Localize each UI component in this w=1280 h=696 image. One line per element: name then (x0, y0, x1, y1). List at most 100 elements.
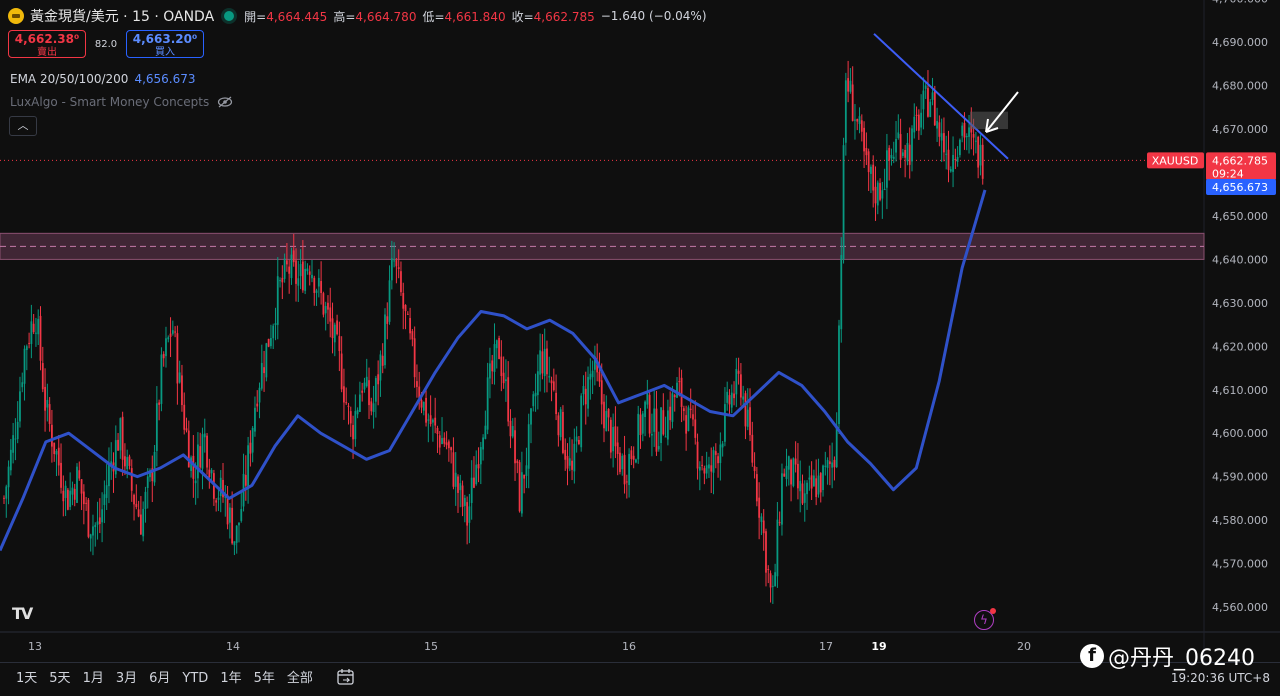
candle-body (879, 183, 881, 200)
candle-body (639, 414, 642, 436)
candle-body (397, 267, 400, 270)
candle-body (73, 488, 76, 500)
candle-body (44, 386, 46, 411)
candle-body (890, 154, 893, 159)
candle-body (708, 464, 710, 469)
candle-body (343, 386, 345, 403)
candle-body (249, 442, 252, 454)
candle-body (753, 466, 756, 472)
lightning-icon[interactable]: ϟ (974, 608, 996, 630)
candle-body (89, 534, 92, 539)
range-5y[interactable]: 5年 (253, 671, 275, 686)
candle-body (872, 164, 875, 191)
candle-body (571, 460, 573, 470)
sell-button[interactable]: 4,662.38⁰ 賣出 (8, 30, 86, 58)
candle-body (210, 470, 213, 474)
candle-body (418, 386, 421, 398)
candle-body (311, 274, 313, 279)
candle-body (139, 514, 142, 535)
candle-body (82, 491, 85, 505)
candle-body (176, 333, 179, 384)
candle-body (105, 485, 108, 498)
candle-body (838, 325, 840, 425)
candle-body (502, 372, 505, 384)
price-chart[interactable]: 4,560.000 4,570.000 4,580.000 4,590.000 4,60… (0, 0, 1280, 662)
candle-body (591, 370, 594, 378)
range-ytd[interactable]: YTD (182, 671, 209, 686)
symbol-title[interactable]: 黃金現貨/美元 · 15 · OANDA (30, 9, 215, 25)
range-all[interactable]: 全部 (286, 671, 313, 686)
candle-body (632, 455, 635, 460)
candle-body (712, 450, 715, 473)
candle-body (596, 360, 599, 373)
candle-body (53, 442, 56, 455)
candle-body (16, 421, 19, 440)
candle-body (402, 292, 405, 309)
candle-body (913, 116, 916, 133)
candle-body (390, 258, 393, 281)
range-1d[interactable]: 1天 (16, 671, 38, 686)
candle-body (144, 491, 147, 510)
candle-body (7, 466, 10, 488)
candle-body (550, 380, 553, 384)
candle-body (78, 470, 81, 479)
buy-button[interactable]: 4,663.20⁰ 買入 (126, 30, 204, 58)
candle-body (457, 476, 459, 493)
candle-body (669, 406, 672, 421)
ema-legend[interactable]: EMA 20/50/100/200 4,656.673 (10, 72, 196, 86)
candle-body (806, 482, 808, 495)
calendar-icon[interactable] (336, 668, 356, 690)
clock[interactable]: 19:20:36 UTC+8 (1170, 671, 1270, 685)
ema-name: EMA 20/50/100/200 (10, 72, 129, 86)
candle-body (952, 154, 954, 172)
candle-body (920, 112, 923, 128)
range-1y[interactable]: 1年 (220, 671, 242, 686)
candle-body (62, 490, 65, 502)
candle-body (288, 266, 291, 274)
candle-body (844, 80, 847, 143)
candle-body (285, 260, 288, 265)
candle-body (915, 114, 918, 116)
candle-body (201, 434, 204, 469)
candle-body (80, 479, 83, 494)
candle-body (546, 348, 548, 375)
range-3m[interactable]: 3月 (115, 671, 138, 686)
candle-body (543, 348, 546, 377)
candle-body (244, 474, 247, 486)
market-status-icon[interactable] (224, 11, 235, 21)
candle-body (817, 475, 820, 495)
candle-body (835, 425, 838, 467)
candle-body (917, 114, 920, 131)
candle-body (215, 500, 218, 503)
candle-body (858, 116, 861, 124)
range-6m[interactable]: 6月 (149, 671, 171, 686)
candle-body (165, 338, 167, 357)
candle-body (566, 455, 569, 469)
candle-body (322, 293, 325, 315)
candle-body (751, 434, 754, 463)
candle-body (863, 127, 865, 152)
candle-body (514, 430, 516, 464)
candle-body (979, 144, 982, 166)
candle-body (299, 264, 302, 277)
range-5d[interactable]: 5天 (49, 671, 71, 686)
candle-body (498, 338, 500, 359)
candle-body (774, 572, 777, 587)
chevron-up-icon[interactable]: ︿ (9, 116, 37, 136)
luxalgo-legend[interactable]: LuxAlgo - Smart Money Concepts (10, 95, 233, 109)
candle-body (87, 499, 90, 537)
eye-off-icon[interactable] (217, 96, 233, 108)
candle-body (648, 394, 651, 434)
candle-body (192, 455, 195, 479)
candle-body (329, 307, 332, 322)
candle-body (703, 468, 706, 474)
trade-panel: 4,662.38⁰ 賣出 82.0 4,663.20⁰ 買入 (8, 30, 204, 58)
range-1m[interactable]: 1月 (82, 671, 104, 686)
candle-body (85, 502, 88, 504)
candle-body (568, 458, 571, 466)
watermark: f @丹丹_06240 (1080, 640, 1255, 672)
candle-body (744, 393, 747, 427)
candle-body (500, 356, 503, 377)
candle-body (203, 433, 206, 438)
candle-body (347, 405, 350, 407)
